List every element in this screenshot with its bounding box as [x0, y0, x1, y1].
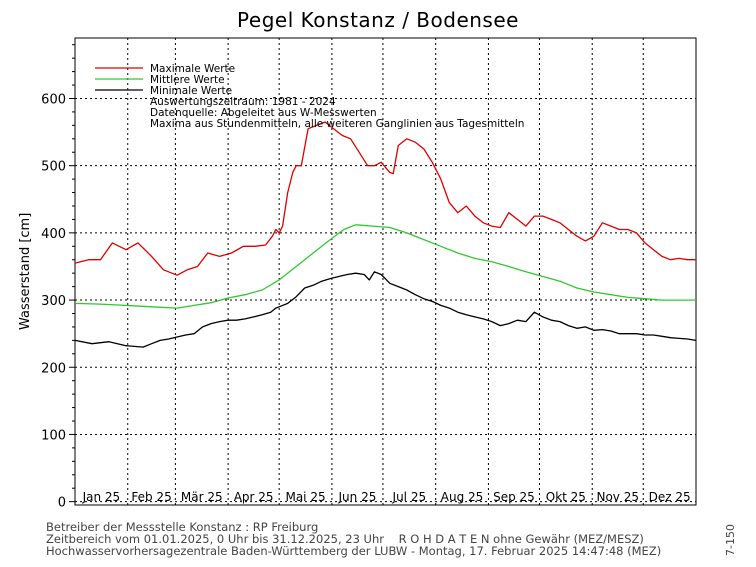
legend-label-1: Maximale Werte [150, 63, 235, 75]
y-tick-label: 500 [41, 160, 66, 175]
x-tick-label: Jan 25 [82, 490, 121, 504]
legend-label-3: Minimale Werte [150, 85, 232, 97]
footer-source: Hochwasservorhersagezentrale Baden-Württ… [46, 544, 662, 558]
footer-timerange: Zeitbereich vom 01.01.2025, 0 Uhr bis 31… [46, 532, 644, 546]
y-tick-label: 600 [41, 92, 66, 107]
x-tick-label: Apr 25 [234, 490, 274, 504]
legend-label-2: Mittlere Werte [150, 74, 225, 86]
series-line-1 [74, 121, 696, 276]
footer-operator: Betreiber der Messstelle Konstanz : RP F… [46, 520, 319, 534]
series-line-2 [74, 224, 696, 309]
x-tick-label: Sep 25 [493, 490, 535, 504]
chart-title: Pegel Konstanz / Bodensee [237, 8, 519, 32]
x-tick-label: Aug 25 [441, 490, 484, 504]
legend-note-1: Auswertungszeitraum: 1981 - 2024 [150, 96, 336, 108]
x-tick-label: Jun 25 [338, 490, 377, 504]
x-tick-label: Mai 25 [285, 490, 325, 504]
legend-note-3: Maxima aus Stundenmitteln, alle weiteren… [150, 118, 524, 130]
x-tick-label: Jul 25 [392, 490, 427, 504]
plot-frame [74, 37, 697, 506]
x-tick-label: Dez 25 [649, 490, 691, 504]
x-tick-label: Nov 25 [596, 490, 639, 504]
figure-code: 7-150 [724, 524, 737, 556]
x-tick-label: Feb 25 [131, 490, 171, 504]
y-tick-label: 0 [58, 496, 66, 511]
y-tick-label: 300 [41, 294, 66, 309]
y-tick-label: 400 [41, 227, 66, 242]
x-tick-label: Mär 25 [181, 490, 223, 504]
y-tick-label: 200 [41, 361, 66, 376]
y-tick-label: 100 [41, 428, 66, 443]
legend-note-2: Datenquelle: Abgeleitet aus W-Messwerten [150, 107, 377, 119]
series-line-3 [74, 271, 697, 348]
x-tick-label: Okt 25 [546, 490, 586, 504]
